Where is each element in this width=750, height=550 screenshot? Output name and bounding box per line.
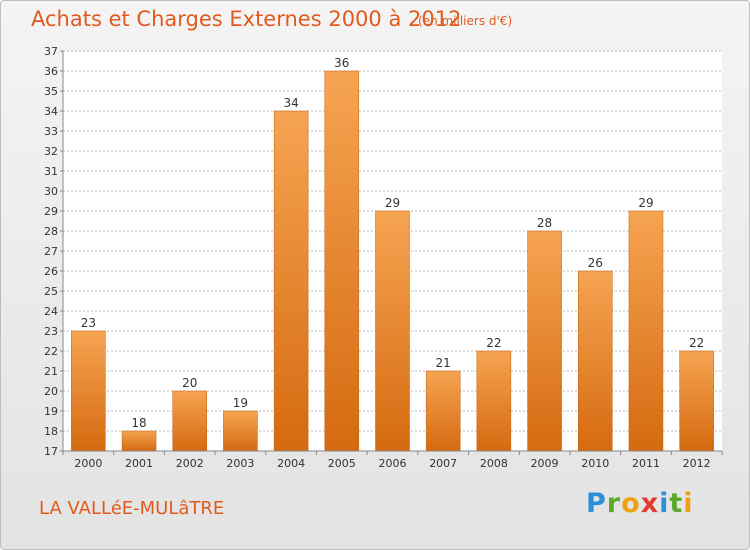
logo-letter: P	[586, 488, 607, 519]
logo-letter: r	[606, 488, 622, 519]
bar	[578, 270, 613, 452]
data-label: 22	[486, 336, 501, 350]
x-tick-label: 2001	[125, 457, 153, 470]
x-tick-labels: 2000 2001 2002 2003 2004 2005 2006 2007 2008 2009…	[74, 457, 710, 470]
y-tick-label: 35	[44, 85, 58, 98]
bar	[476, 350, 512, 452]
y-tick-label: 24	[44, 305, 58, 318]
data-label: 29	[638, 196, 653, 210]
logo-letter: i	[683, 488, 694, 519]
y-tick-label: 22	[44, 345, 58, 358]
x-tick-label: 2004	[277, 457, 305, 470]
proxiti-logo: Proxiti	[586, 488, 694, 519]
data-labels: 23 18 20 19 34 36 29 21 22 28 26 29 22	[81, 56, 705, 430]
y-tick-labels: 17 18 19 20 21 22 23 24 25 26 27 28 29 30 31 32 33 34 35 36…	[44, 45, 58, 458]
chart-unit: (en milliers d'€)	[418, 14, 513, 28]
y-tick-label: 34	[44, 105, 58, 118]
bar	[527, 230, 562, 452]
x-tick-label: 2006	[379, 457, 407, 470]
y-tick-label: 26	[44, 265, 58, 278]
bar	[172, 390, 207, 452]
bar	[375, 210, 410, 452]
x-tick-label: 2003	[226, 457, 254, 470]
y-tick-label: 19	[44, 405, 58, 418]
logo-letter: i	[659, 488, 670, 519]
y-tick-label: 33	[44, 125, 58, 138]
y-tick-label: 23	[44, 325, 58, 338]
y-tick-label: 31	[44, 165, 58, 178]
x-tick-label: 2002	[176, 457, 204, 470]
data-label: 18	[131, 416, 146, 430]
y-tick-label: 21	[44, 365, 58, 378]
x-tick-label: 2012	[683, 457, 711, 470]
x-tick-label: 2011	[632, 457, 660, 470]
y-tick-label: 37	[44, 45, 58, 58]
y-tick-label: 20	[44, 385, 58, 398]
bar	[324, 70, 360, 452]
data-label: 34	[283, 96, 298, 110]
logo-letter: o	[621, 488, 641, 519]
bar	[273, 110, 309, 452]
logo-letter: t	[669, 488, 684, 519]
x-tick-label: 2010	[581, 457, 609, 470]
data-label: 21	[436, 356, 451, 370]
logo-letter: x	[640, 488, 660, 519]
bars	[71, 70, 714, 452]
y-tick-label: 29	[44, 205, 58, 218]
y-tick-label: 32	[44, 145, 58, 158]
x-tick-label: 2005	[328, 457, 356, 470]
data-label: 19	[233, 396, 248, 410]
data-label: 26	[588, 256, 603, 270]
y-tick-label: 18	[44, 425, 58, 438]
data-label: 29	[385, 196, 400, 210]
bar	[223, 410, 258, 452]
bar	[425, 370, 461, 452]
y-tick-label: 28	[44, 225, 58, 238]
bar	[679, 350, 714, 452]
y-tick-label: 36	[44, 65, 58, 78]
chart-title: Achats et Charges Externes 2000 à 2012	[31, 7, 462, 31]
axes	[60, 50, 723, 455]
x-tick-label: 2008	[480, 457, 508, 470]
bar	[121, 430, 157, 452]
x-tick-label: 2009	[531, 457, 559, 470]
y-tick-label: 30	[44, 185, 58, 198]
data-label: 36	[334, 56, 349, 70]
y-tick-label: 25	[44, 285, 58, 298]
data-label: 23	[81, 316, 96, 330]
data-label: 22	[689, 336, 704, 350]
bar	[628, 210, 664, 452]
x-tick-label: 2000	[74, 457, 102, 470]
data-label: 20	[182, 376, 197, 390]
bar	[71, 330, 106, 452]
data-label: 28	[537, 216, 552, 230]
y-tick-label: 17	[44, 445, 58, 458]
y-tick-label: 27	[44, 245, 58, 258]
x-tick-label: 2007	[429, 457, 457, 470]
commune-name: LA VALLéE-MULâTRE	[39, 498, 225, 519]
